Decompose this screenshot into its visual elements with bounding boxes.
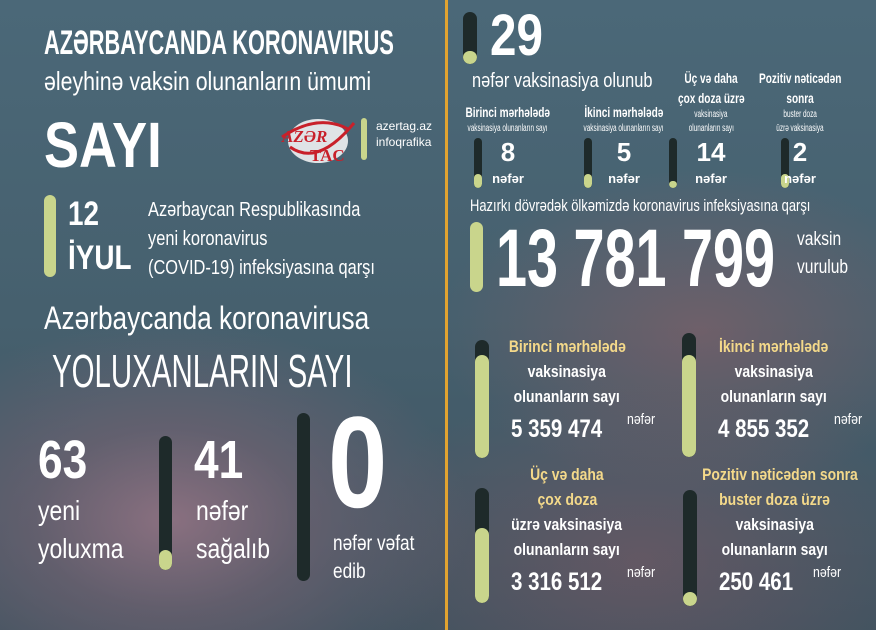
gauge-fill xyxy=(475,528,489,603)
gauge-fill xyxy=(683,592,697,606)
gauge-fill xyxy=(781,174,789,188)
gauge-fill xyxy=(475,355,489,458)
gauge-fill xyxy=(682,355,696,457)
gauge-fill xyxy=(159,549,172,570)
daily-item-gauge xyxy=(781,138,789,188)
total-unit: vaksin vurulub xyxy=(797,229,849,278)
daily-item-unit: nəfər xyxy=(608,171,640,186)
daily-item-unit: nəfər xyxy=(784,171,816,186)
deaths-gauge xyxy=(297,413,310,581)
daily-item-value: 8 xyxy=(500,137,516,167)
stage-value: 5 359 474 xyxy=(511,415,603,443)
daily-item-gauge xyxy=(669,138,677,188)
stage-unit: nəfər xyxy=(627,564,656,581)
stage-value: 250 461 xyxy=(719,568,794,596)
date-day: 12 xyxy=(68,195,100,233)
intro-line: Azərbaycan Respublikasında xyxy=(148,199,361,221)
total-bar xyxy=(470,222,483,292)
new-cases-value: 63 xyxy=(38,430,88,490)
deaths-value: 0 xyxy=(328,389,388,535)
stage-unit: nəfər xyxy=(834,411,863,428)
new-cases-label: yeni yoluxma xyxy=(38,495,124,564)
deaths-label: nəfər vəfat edib xyxy=(333,532,415,583)
stage-gauge xyxy=(683,490,697,606)
divider xyxy=(445,0,448,630)
daily-item-title: Birinci mərhələdə xyxy=(465,104,551,120)
cases-title2: YOLUXANLARIN SAYI xyxy=(52,345,353,397)
gauge-fill xyxy=(463,51,477,64)
gauge-fill xyxy=(669,180,677,188)
date: 12 İYUL xyxy=(68,192,145,280)
daily-item-subtitle: vaksinasiya olunanların sayı xyxy=(467,123,549,134)
stage-gauge xyxy=(475,488,489,603)
daily-item-gauge xyxy=(474,138,482,188)
date-bar xyxy=(44,195,56,277)
stage-label: İkinci mərhələdə vaksinasiya olunanların s… xyxy=(719,337,829,406)
intro-line: yeni koronavirus xyxy=(148,228,268,250)
daily-item-unit: nəfər xyxy=(695,171,727,186)
daily-item-value: 14 xyxy=(696,137,726,167)
total-value: 13 781 799 xyxy=(496,213,776,304)
stage-unit: nəfər xyxy=(813,564,842,581)
daily-gauge xyxy=(463,12,477,64)
header-line2: əleyhinə vaksin olunanların ümumi xyxy=(44,66,372,96)
azertac-logo: AZƏR TAC xyxy=(278,117,356,165)
daily-item-title: Pozitiv nəticədən sonra xyxy=(758,70,842,106)
daily-item-gauge xyxy=(584,138,592,188)
gauge-fill xyxy=(474,174,482,188)
site-label: azertag.az xyxy=(376,119,433,133)
daily-item-value: 5 xyxy=(616,137,632,167)
stage-unit: nəfər xyxy=(627,411,656,428)
stage-value: 3 316 512 xyxy=(511,568,603,596)
daily-item-subtitle: vaksinasiya olunanların sayı xyxy=(688,109,734,134)
recovered-value: 41 xyxy=(194,430,244,490)
daily-item-unit: nəfər xyxy=(492,171,524,186)
stage-gauge xyxy=(682,333,696,457)
daily-item-title: İkinci mərhələdə xyxy=(584,104,664,120)
daily-value: 29 xyxy=(490,3,543,68)
cases-title1: Azərbaycanda koronavirusa xyxy=(44,300,370,336)
stage-label: Pozitiv nəticədən sonra buster doza üzrə v… xyxy=(702,465,858,559)
header-line1: AZƏRBAYCANDA KORONAVIRUS xyxy=(44,24,394,62)
header-line3: SAYI xyxy=(44,109,162,181)
daily-item-subtitle: vaksinasiya olunanların sayı xyxy=(583,123,665,134)
daily-label: nəfər vaksinasiya olunub xyxy=(472,70,653,92)
intro-text: Azərbaycan Respublikasında yeni koronavi… xyxy=(148,196,425,283)
svg-text:AZƏR: AZƏR xyxy=(281,127,327,146)
svg-text:TAC: TAC xyxy=(310,146,345,165)
stage-label: Birinci mərhələdə vaksinasiya olunanların … xyxy=(508,337,626,406)
infographic-label: infoqrafika xyxy=(376,135,432,149)
date-month: İYUL xyxy=(68,239,132,277)
daily-item-value: 2 xyxy=(792,137,808,167)
total-label: Hazırkı dövrədək ölkəmizdə koronavirus i… xyxy=(470,196,811,215)
new-cases-gauge xyxy=(159,436,172,570)
stage-label: Üç və daha çox doza üzrə vaksinasiya olunan… xyxy=(511,465,623,559)
logo-caption: azertag.az infoqrafika xyxy=(376,118,432,150)
gauge-fill xyxy=(584,174,592,188)
daily-item-subtitle: buster doza üzrə vaksinasiya xyxy=(776,109,824,134)
daily-item-title: Üç və daha çox doza üzrə xyxy=(677,70,745,106)
stage-value: 4 855 352 xyxy=(718,415,810,443)
recovered-label: nəfər sağalıb xyxy=(196,495,271,564)
logo-separator xyxy=(361,118,367,160)
stage-gauge xyxy=(475,340,489,458)
intro-line: (COVID-19) infeksiyasına qarşı xyxy=(148,257,375,279)
